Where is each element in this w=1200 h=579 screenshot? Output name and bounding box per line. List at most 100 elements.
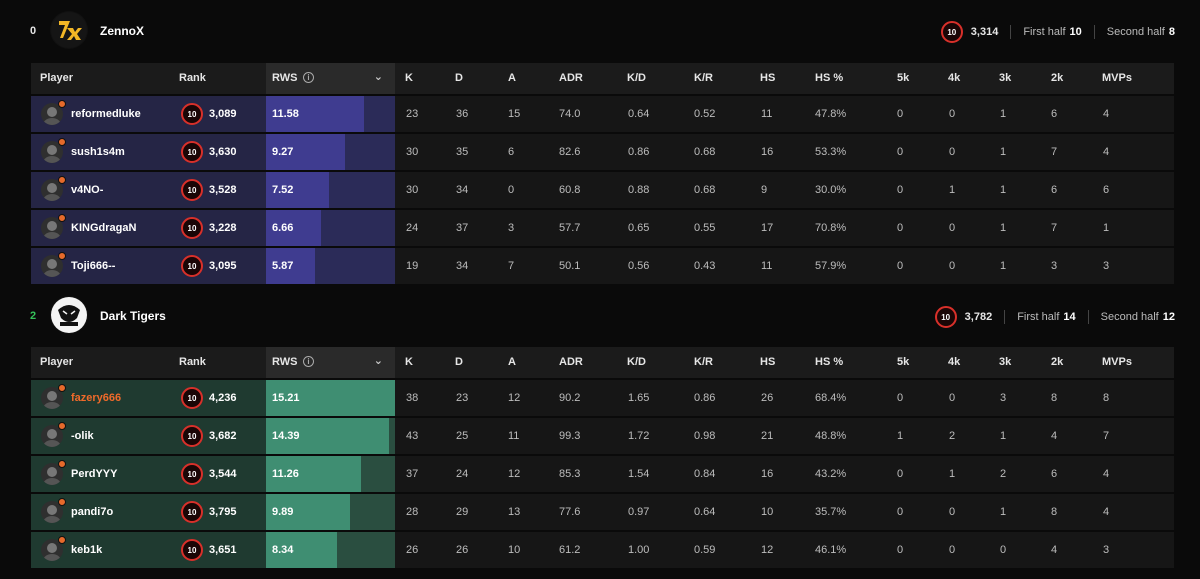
table-row[interactable]: Toji666-- 10 3,095 5.87 19 34 7 50.1 0.56 0.43 11 5… <box>31 248 1174 284</box>
rws-bar-fill <box>266 532 337 568</box>
rws-bar-fill <box>266 96 365 132</box>
stat-kr: 0.52 <box>694 108 716 120</box>
stat-mvps: 4 <box>1103 146 1110 158</box>
player-name[interactable]: pandi7o <box>71 506 114 518</box>
stat-k: 28 <box>406 506 419 518</box>
avatar[interactable] <box>41 539 63 561</box>
player-name[interactable]: -olik <box>71 430 94 442</box>
avatar[interactable] <box>41 255 63 277</box>
chevron-down-icon[interactable]: ⌄ <box>373 355 383 367</box>
avatar[interactable] <box>41 425 63 447</box>
status-badge <box>58 138 66 146</box>
table-row[interactable]: KINGdragaN 10 3,228 6.66 24 37 3 57.7 0.65 0.55 17… <box>31 210 1174 246</box>
avatar[interactable] <box>41 179 63 201</box>
stat-adr: 77.6 <box>559 506 581 518</box>
stat-d: 25 <box>456 430 469 442</box>
col-rws-sort[interactable]: RWS i ⌄ <box>266 63 395 94</box>
table-row[interactable]: PerdYYY 10 3,544 11.26 37 24 12 85.3 1.54 0.84 16 4… <box>31 456 1174 492</box>
stat-d: 23 <box>456 392 469 404</box>
rws-bar-track <box>266 380 395 416</box>
rank-cell: 10 <box>181 425 203 447</box>
stat-hs-pct: 30.0% <box>815 184 847 196</box>
table-header: Player Rank RWS i ⌄ K D A ADR K/D K/R HS… <box>31 347 1174 378</box>
stat-hs: 17 <box>761 222 774 234</box>
stat-k4: 0 <box>949 146 956 158</box>
team-name[interactable]: ZennoX <box>100 24 144 38</box>
team-rank-icon: 10 <box>940 21 963 43</box>
avatar[interactable] <box>41 463 63 485</box>
scoreboard-dark-tigers: Player Rank RWS i ⌄ K D A ADR K/D K/R HS… <box>31 347 1174 568</box>
table-body: fazery666 10 4,236 15.21 38 23 12 90.2 1.65 0.86 2… <box>31 380 1174 568</box>
stat-mvps: 4 <box>1103 506 1110 518</box>
rank-cell: 10 <box>181 387 203 409</box>
rws-bar-fill <box>266 134 345 170</box>
avatar[interactable] <box>41 103 63 125</box>
player-rws: 11.26 <box>272 468 299 480</box>
col-adr: ADR <box>559 72 583 84</box>
rank-cell: 10 <box>181 103 203 125</box>
table-row[interactable]: -olik 10 3,682 14.39 43 25 11 99.3 1.72 0.98 21 48.… <box>31 418 1174 454</box>
table-row[interactable]: keb1k 10 3,651 8.34 26 26 10 61.2 1.00 0.59 12 46.1… <box>31 532 1174 568</box>
player-elo: 3,528 <box>209 184 237 196</box>
stat-k3: 0 <box>1000 544 1007 556</box>
stat-k2: 8 <box>1051 392 1058 404</box>
stat-k4: 0 <box>949 108 956 120</box>
rws-bar-fill <box>266 172 330 208</box>
rank-level-icon: 10 <box>181 425 203 447</box>
team-logo-dark-tigers[interactable] <box>50 296 88 334</box>
table-row[interactable]: reformedluke 10 3,089 11.58 23 36 15 74.0 0.64 0.… <box>31 96 1174 132</box>
status-badge <box>58 536 66 544</box>
team-logo-zennox[interactable] <box>50 11 88 49</box>
stat-k2: 3 <box>1051 260 1058 272</box>
col-kr: K/R <box>694 356 713 368</box>
status-badge <box>58 252 66 260</box>
table-row[interactable]: pandi7o 10 3,795 9.89 28 29 13 77.6 0.97 0.64 10 35… <box>31 494 1174 530</box>
player-name[interactable]: KINGdragaN <box>71 222 137 234</box>
rws-bar-track <box>266 96 395 132</box>
team-name[interactable]: Dark Tigers <box>100 309 166 323</box>
stat-adr: 99.3 <box>559 430 581 442</box>
stat-hs-pct: 57.9% <box>815 260 847 272</box>
table-row[interactable]: sush1s4m 10 3,630 9.27 30 35 6 82.6 0.86 0.68 16 53… <box>31 134 1174 170</box>
stat-k2: 4 <box>1051 430 1058 442</box>
col-rws-sort[interactable]: RWS i ⌄ <box>266 347 395 378</box>
player-name[interactable]: Toji666-- <box>71 260 116 272</box>
table-row[interactable]: fazery666 10 4,236 15.21 38 23 12 90.2 1.65 0.86 2… <box>31 380 1174 416</box>
avatar[interactable] <box>41 217 63 239</box>
stat-k2: 6 <box>1051 468 1058 480</box>
rank-level-icon: 10 <box>181 387 203 409</box>
stat-kd: 0.86 <box>628 146 650 158</box>
col-a: A <box>508 72 516 84</box>
stat-k: 38 <box>406 392 419 404</box>
stat-k3: 1 <box>1000 260 1007 272</box>
player-name[interactable]: keb1k <box>71 544 103 556</box>
stat-k: 30 <box>406 146 419 158</box>
stat-k4: 0 <box>949 222 956 234</box>
avatar[interactable] <box>41 141 63 163</box>
rank-level-icon: 10 <box>181 179 203 201</box>
chevron-down-icon[interactable]: ⌄ <box>373 71 383 83</box>
avatar[interactable] <box>41 387 63 409</box>
stat-k2: 4 <box>1051 544 1058 556</box>
stat-kd: 1.65 <box>628 392 650 404</box>
player-name[interactable]: reformedluke <box>71 108 141 120</box>
stat-k3: 1 <box>1000 184 1007 196</box>
stat-mvps: 4 <box>1103 468 1110 480</box>
info-icon[interactable]: i <box>303 356 314 367</box>
avatar[interactable] <box>41 501 63 523</box>
player-name[interactable]: v4NO- <box>71 184 104 196</box>
stat-k: 37 <box>406 468 419 480</box>
table-row[interactable]: v4NO- 10 3,528 7.52 30 34 0 60.8 0.88 0.68 9 30.0% 0… <box>31 172 1174 208</box>
player-name[interactable]: sush1s4m <box>71 146 125 158</box>
player-rws: 7.52 <box>272 184 294 196</box>
stat-k: 23 <box>406 108 419 120</box>
info-icon[interactable]: i <box>303 72 314 83</box>
stat-adr: 90.2 <box>559 392 581 404</box>
rws-bar-track <box>266 134 395 170</box>
rws-bar-track <box>266 494 395 530</box>
player-name[interactable]: fazery666 <box>71 392 122 404</box>
player-name[interactable]: PerdYYY <box>71 468 118 480</box>
second-half-score: 12 <box>1162 311 1175 323</box>
col-rank: Rank <box>179 356 206 368</box>
col-kd: K/D <box>627 356 646 368</box>
